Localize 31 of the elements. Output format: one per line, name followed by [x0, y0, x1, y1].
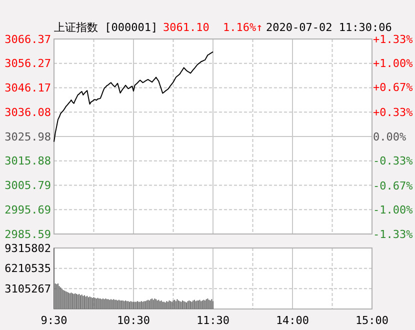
- y2-tick-label: 0.00%: [373, 130, 406, 144]
- text: 2020-07-02 11:30:06: [266, 21, 392, 34]
- y-tick-label: 3015.88: [4, 154, 51, 168]
- y-tick-label: 3105267: [4, 282, 51, 296]
- y2-tick-label: +0.33%: [373, 106, 414, 120]
- text: 1.16%↑: [223, 21, 263, 34]
- y-tick-label: 3036.08: [4, 106, 51, 119]
- y-tick-label: 3056.27: [4, 57, 51, 70]
- y2-tick-label: +0.67%: [373, 81, 414, 94]
- x-tick-label: 9:30: [40, 314, 68, 327]
- chart-title: 上证指数 [000001]: [54, 21, 158, 34]
- y2-tick-label: -0.33%: [373, 154, 414, 168]
- y2-tick-label: +1.33%: [373, 32, 414, 46]
- x-tick-label: 15:00: [355, 314, 389, 327]
- line-series: [54, 51, 214, 142]
- y2-tick-label: -1.00%: [373, 204, 414, 217]
- y-tick-label: 3025.98: [4, 130, 51, 144]
- y-tick-label: 2995.69: [4, 203, 51, 216]
- y-tick-label: 6210535: [4, 262, 51, 276]
- x-tick-label: 11:30: [196, 314, 230, 327]
- y-tick-label: 9315802: [4, 242, 51, 255]
- y-tick-label: 3066.37: [4, 32, 51, 46]
- y2-tick-label: -0.67%: [373, 179, 414, 192]
- y-tick-label: 3046.17: [4, 82, 51, 95]
- x-tick-label: 14:00: [276, 314, 310, 327]
- x-tick-label: 10:30: [116, 314, 150, 327]
- y2-tick-label: -1.33%: [373, 228, 414, 241]
- text: 3061.10: [163, 21, 210, 34]
- y-tick-label: 2985.59: [4, 228, 51, 241]
- y-tick-label: 3005.79: [4, 179, 51, 192]
- y2-tick-label: +1.00%: [373, 57, 414, 70]
